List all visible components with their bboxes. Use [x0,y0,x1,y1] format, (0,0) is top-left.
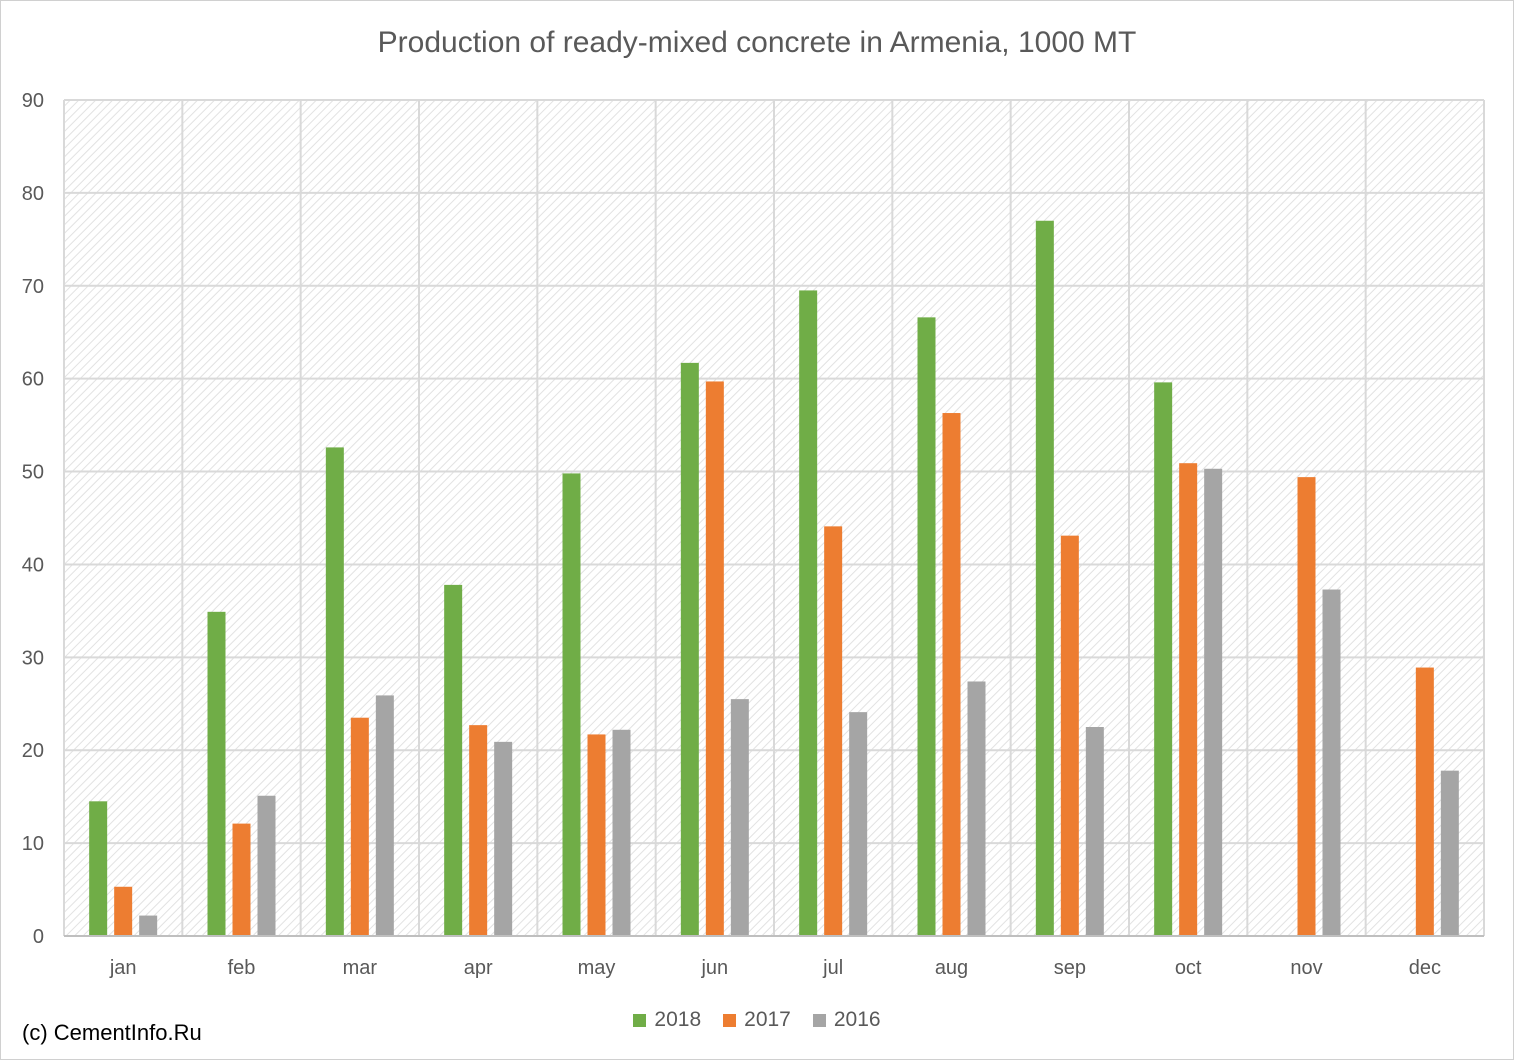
bar-2016-mar [375,695,394,936]
y-tick-label: 80 [22,183,44,205]
legend-item-2018: 2018 [633,1008,701,1032]
bar-2017-oct [1179,463,1198,936]
y-tick-label: 90 [22,90,44,112]
bar-2018-sep [1035,220,1054,936]
copyright-text: (c) CementInfo.Ru [22,1020,202,1045]
y-tick-label: 20 [22,740,44,762]
bar-2017-feb [232,823,251,936]
bar-2016-sep [1085,727,1104,936]
bar-2016-feb [257,795,276,936]
y-tick-label: 40 [22,554,44,576]
bar-2016-apr [494,741,513,936]
bar-2018-mar [325,447,344,936]
y-tick-label: 50 [22,462,44,484]
bar-2016-oct [1204,468,1223,936]
legend: 2018 2017 2016 [0,1008,1514,1032]
bar-2018-may [562,473,581,936]
y-tick-label: 30 [22,647,44,669]
bar-2018-jan [89,801,108,936]
axes: 0 10 20 30 40 50 60 70 80 90 jan feb mar apr may jun jul… [22,90,1484,979]
bar-2017-jun [705,381,724,936]
bars [89,220,1459,937]
x-tick-label: sep [1054,957,1086,979]
bar-2016-nov [1322,589,1341,936]
bar-2016-jan [139,915,158,936]
legend-label: 2018 [654,1008,702,1031]
bar-2017-sep [1060,535,1079,936]
legend-swatch [812,1013,826,1027]
x-tick-label: nov [1290,957,1322,979]
x-tick-label: jan [109,957,137,979]
x-tick-label: feb [228,957,256,979]
bar-2018-aug [917,317,936,936]
legend-label: 2016 [833,1008,881,1031]
bar-2018-jul [799,290,818,936]
y-tick-label: 70 [22,276,44,298]
bar-2016-dec [1440,770,1459,936]
x-tick-label: apr [464,957,493,979]
bar-2017-jan [114,886,133,936]
bar-2017-dec [1415,667,1434,936]
legend-item-2017: 2017 [723,1008,791,1032]
bar-2016-jun [730,699,749,936]
y-tick-label: 0 [33,926,44,948]
bar-2017-apr [469,725,488,936]
bar-2017-may [587,734,606,936]
x-tick-label: jul [822,957,843,979]
x-tick-label: dec [1409,957,1441,979]
bar-2018-apr [444,584,463,936]
x-tick-label: jun [700,957,728,979]
x-tick-label: aug [935,957,968,979]
bar-2016-may [612,729,631,936]
x-tick-label: may [578,957,616,979]
x-tick-label: oct [1175,957,1202,979]
y-tick-label: 60 [22,369,44,391]
bar-2018-oct [1154,382,1173,937]
legend-swatch [633,1013,647,1027]
legend-swatch [723,1013,737,1027]
legend-label: 2017 [744,1008,791,1031]
bar-2016-aug [967,681,986,936]
x-tick-label: mar [343,957,378,979]
bar-2016-jul [849,712,868,936]
bar-2018-feb [207,611,226,936]
y-tick-label: 10 [22,833,44,855]
bar-2018-jun [680,362,699,936]
bar-2017-mar [350,717,369,936]
bar-2017-jul [824,526,843,936]
bar-2017-aug [942,413,961,937]
legend-item-2016: 2016 [812,1008,881,1032]
chart-title: Production of ready-mixed concrete in Ar… [377,26,1137,59]
bar-2017-nov [1297,477,1316,936]
